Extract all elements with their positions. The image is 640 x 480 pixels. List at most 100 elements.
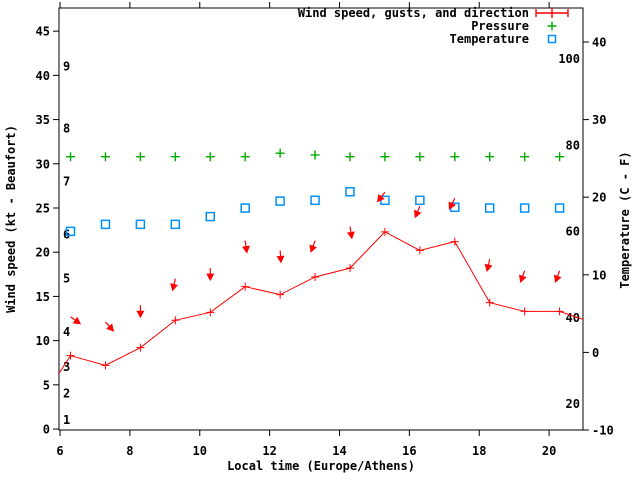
fahrenheit-inner-label: 100	[558, 52, 580, 66]
x-tick-label: 10	[193, 444, 207, 458]
wind-speed-marker	[311, 272, 320, 281]
gust-arrow-head	[309, 244, 317, 253]
temperature-point	[100, 219, 111, 230]
y-left-tick-label: 45	[36, 25, 50, 39]
gust-arrow-head	[206, 273, 215, 282]
x-axis-title: Local time (Europe/Athens)	[227, 459, 415, 473]
temperature-point	[554, 203, 565, 213]
y-left-tick-label: 20	[36, 246, 50, 260]
y-left-tick-label: 30	[36, 157, 50, 171]
beaufort-inner-label: 2	[63, 387, 70, 401]
gust-arrow-head	[484, 263, 493, 272]
fahrenheit-inner-label: 60	[566, 225, 580, 239]
pressure-point	[100, 152, 110, 162]
wind-speed-line	[58, 231, 584, 374]
gust-arrow-head	[72, 316, 82, 325]
pressure-point	[450, 152, 460, 162]
pressure-point	[415, 152, 425, 162]
pressure-point	[310, 150, 320, 160]
wind-errorbar-icon	[535, 7, 569, 18]
wind-speed-marker	[66, 351, 75, 360]
pressure-point	[520, 152, 530, 162]
wind-speed-marker	[241, 282, 250, 291]
temperature-point	[310, 195, 320, 206]
wind-speed-marker	[380, 227, 389, 236]
beaufort-inner-label: 5	[63, 272, 70, 286]
wind-errorbar-glyph	[535, 7, 569, 18]
y-left-tick-label: 25	[36, 201, 50, 215]
wind-speed-marker	[520, 307, 529, 316]
legend-label-temperature: Temperature	[449, 31, 529, 46]
temperature-point	[484, 203, 495, 213]
wind-speed-marker	[206, 308, 215, 317]
legend-label-pressure: Pressure	[471, 18, 529, 33]
beaufort-inner-label: 3	[63, 360, 70, 374]
gust-arrow-head	[241, 245, 250, 254]
pressure-plus-glyph	[547, 21, 557, 30]
pressure-point	[170, 152, 180, 162]
beaufort-inner-label: 8	[63, 121, 70, 135]
wind-speed-marker	[136, 343, 145, 352]
wind-speed-marker	[171, 316, 180, 325]
legend: Wind speed, gusts, and direction Pressur…	[297, 5, 569, 46]
gust-arrow-head	[276, 255, 285, 264]
fahrenheit-inner-label: 20	[566, 397, 580, 411]
temperature-point	[240, 203, 250, 213]
y-left-axis-title: Wind speed (kt - Beaufort)	[4, 125, 18, 313]
pressure-point	[66, 152, 76, 162]
legend-row-pressure: Pressure	[298, 18, 569, 33]
y-left-tick-label: 10	[36, 334, 50, 348]
temperature-point	[519, 203, 530, 213]
x-tick-label: 8	[126, 444, 133, 458]
beaufort-inner-label: 4	[63, 325, 70, 339]
y-right-tick-label: 20	[592, 191, 606, 205]
x-tick-label: 20	[542, 444, 556, 458]
gust-arrow-head	[376, 193, 385, 203]
wind-speed-marker	[450, 237, 459, 246]
pressure-point	[240, 152, 250, 162]
x-tick-label: 12	[262, 444, 276, 458]
wind-speed-marker	[415, 246, 424, 255]
gust-arrow-head	[106, 323, 115, 332]
wind-speed-marker	[345, 264, 354, 273]
gust-arrow-head	[448, 201, 456, 210]
pressure-point	[135, 152, 145, 162]
x-tick-label: 18	[472, 444, 486, 458]
gust-arrow-head	[136, 310, 145, 319]
y-left-tick-label: 15	[36, 290, 50, 304]
x-tick-label: 14	[332, 444, 346, 458]
wind-speed-marker	[485, 298, 494, 307]
y-right-tick-label: 40	[592, 35, 606, 49]
gust-arrow-head	[414, 209, 422, 219]
temperature-square-glyph	[547, 34, 557, 43]
temperature-point	[275, 196, 285, 206]
gust-arrow-head	[519, 274, 527, 283]
gust-arrow-head	[170, 283, 178, 292]
beaufort-inner-label: 1	[63, 413, 70, 427]
wind-speed-marker	[276, 290, 285, 299]
wind-speed-marker	[101, 361, 110, 370]
beaufort-inner-label: 9	[63, 60, 70, 74]
pressure-point	[485, 152, 495, 162]
y-right-tick-label: -10	[592, 424, 614, 438]
y-left-tick-label: 0	[43, 423, 50, 437]
temperature-point	[170, 219, 181, 230]
y-left-tick-label: 5	[43, 378, 50, 392]
y-left-tick-label: 35	[36, 113, 50, 127]
temperature-point	[345, 187, 355, 197]
gust-arrow-head	[553, 274, 562, 283]
pressure-point	[205, 152, 215, 162]
temperature-point	[415, 195, 425, 206]
plot-border	[58, 7, 584, 431]
temperature-point	[65, 226, 76, 237]
y-right-tick-label: 30	[592, 113, 606, 127]
x-tick-label: 6	[56, 444, 63, 458]
pressure-plus-icon	[547, 21, 557, 30]
pressure-point	[555, 152, 565, 162]
y-left-tick-label: 40	[36, 69, 50, 83]
legend-label-wind: Wind speed, gusts, and direction	[297, 5, 529, 20]
pressure-point	[275, 148, 285, 158]
y-right-tick-label: 10	[592, 268, 606, 282]
fahrenheit-inner-label: 80	[566, 138, 580, 152]
